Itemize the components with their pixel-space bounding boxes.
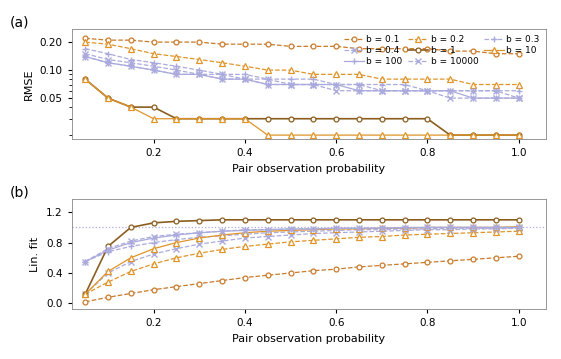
X-axis label: Pair observation probability: Pair observation probability [232,334,385,344]
Y-axis label: Lin. fit: Lin. fit [30,237,40,271]
Text: (b): (b) [10,185,30,199]
Y-axis label: RMSE: RMSE [24,68,34,100]
Text: (a): (a) [10,15,29,29]
Legend: b = 0.1, b = 0.4, b = 100, b = 0.2, b = 1, b = 10000, b = 0.3, b = 10: b = 0.1, b = 0.4, b = 100, b = 0.2, b = … [342,33,541,68]
X-axis label: Pair observation probability: Pair observation probability [232,164,385,174]
